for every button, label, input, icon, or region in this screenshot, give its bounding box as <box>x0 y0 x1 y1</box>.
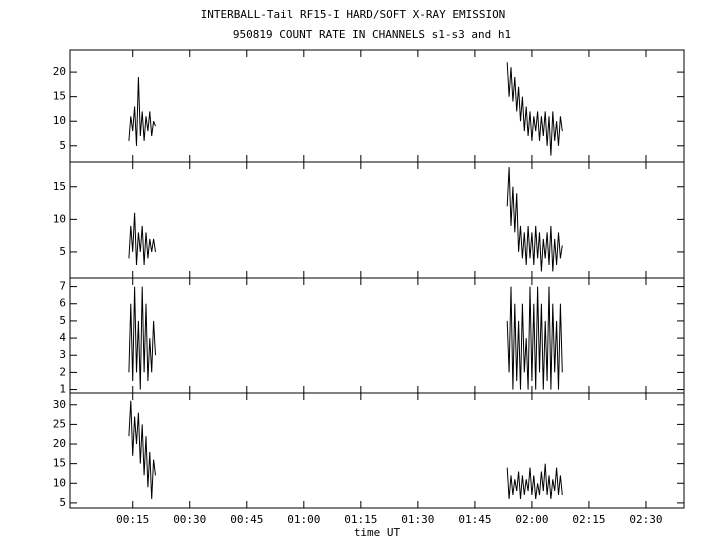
y-tick-label: 20 <box>53 437 66 450</box>
data-line <box>128 286 563 390</box>
y-tick-label: 3 <box>59 348 66 361</box>
panel-frame <box>69 161 685 279</box>
x-tick-label: 02:00 <box>515 513 548 526</box>
y-tick-label: 20 <box>53 65 66 78</box>
y-tick-label: 5 <box>59 496 66 509</box>
y-tick-label: 7 <box>59 280 66 293</box>
x-tick-label: 00:45 <box>230 513 263 526</box>
x-tick-label: 01:45 <box>458 513 491 526</box>
y-tick-label: 5 <box>59 245 66 258</box>
data-line <box>128 400 563 500</box>
y-tick-label: 15 <box>53 90 66 103</box>
y-tick-label: 4 <box>59 331 66 344</box>
y-tick-label: 6 <box>59 297 66 310</box>
x-axis-label: time UT <box>354 526 401 539</box>
y-tick-label: 5 <box>59 314 66 327</box>
y-tick-label: 5 <box>59 139 66 152</box>
x-tick-label: 02:30 <box>629 513 662 526</box>
x-tick-label: 00:15 <box>116 513 149 526</box>
chart-subtitle: 950819 COUNT RATE IN CHANNELS s1-s3 and … <box>233 28 511 41</box>
panel-frame <box>69 49 685 163</box>
data-line <box>128 62 563 156</box>
y-tick-label: 15 <box>53 180 66 193</box>
data-line <box>128 167 563 272</box>
y-tick-label: 10 <box>53 212 66 225</box>
y-tick-label: 10 <box>53 114 66 127</box>
x-tick-label: 00:30 <box>173 513 206 526</box>
panel-frame <box>69 277 685 394</box>
chart-title: INTERBALL-Tail RF15-I HARD/SOFT X-RAY EM… <box>201 8 506 21</box>
y-tick-label: 1 <box>59 383 66 396</box>
y-tick-label: 2 <box>59 365 66 378</box>
y-tick-label: 25 <box>53 417 66 430</box>
y-tick-label: 15 <box>53 457 66 470</box>
panel-frame <box>69 392 685 509</box>
y-tick-label: 30 <box>53 398 66 411</box>
y-tick-label: 10 <box>53 476 66 489</box>
x-tick-label: 01:00 <box>287 513 320 526</box>
x-tick-label: 01:15 <box>344 513 377 526</box>
x-tick-label: 02:15 <box>572 513 605 526</box>
x-tick-label: 01:30 <box>401 513 434 526</box>
